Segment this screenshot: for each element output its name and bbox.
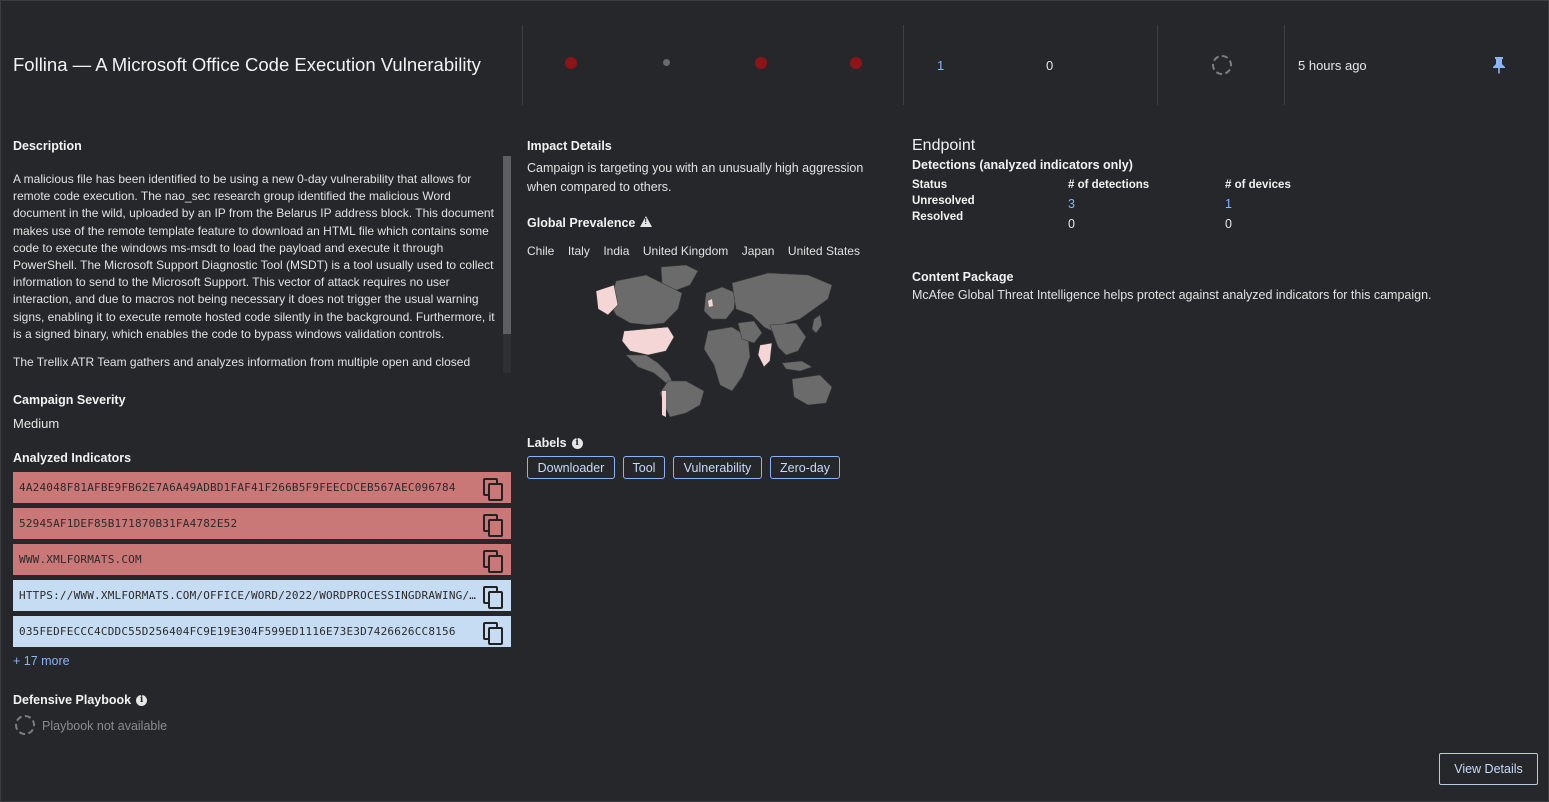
- header-divider: [903, 25, 904, 105]
- description-scrollbar-thumb[interactable]: [503, 156, 511, 334]
- info-icon[interactable]: i: [571, 438, 583, 449]
- label-tag[interactable]: Downloader: [527, 456, 615, 479]
- indicator-value: 035FEDFECCC4CDDC55D256404FC9E19E304F599E…: [19, 625, 456, 638]
- prevalence-heading: Global Prevalence: [527, 216, 653, 230]
- indicator-value: WWW.XMLFORMATS.COM: [19, 553, 142, 566]
- severity-dot-1: [565, 57, 577, 69]
- indicator-value: 52945AF1DEF85B171870B31FA4782E52: [19, 517, 238, 530]
- impact-heading: Impact Details: [527, 139, 612, 153]
- campaign-title: Follina — A Microsoft Office Code Execut…: [13, 54, 481, 75]
- description-paragraph: The Trellix ATR Team gathers and analyze…: [13, 355, 471, 370]
- severity-heading: Campaign Severity: [13, 393, 126, 407]
- dashed-circle-icon: [1212, 55, 1232, 75]
- copy-icon[interactable]: [481, 585, 503, 609]
- status-unresolved: Unresolved: [912, 195, 975, 207]
- indicator-row: HTTPS://WWW.XMLFORMATS.COM/OFFICE/WORD/2…: [13, 580, 511, 611]
- header-divider: [522, 25, 523, 105]
- col-detections: # of detections: [1068, 179, 1150, 191]
- severity-dot-3: [755, 57, 767, 69]
- description-paragraph: A malicious file has been identified to …: [13, 172, 495, 341]
- status-resolved: Resolved: [912, 211, 964, 223]
- description-text: A malicious file has been identified to …: [13, 171, 495, 371]
- copy-icon[interactable]: [481, 549, 503, 573]
- country-item: India: [603, 244, 630, 258]
- indicator-row: WWW.XMLFORMATS.COM: [13, 544, 511, 575]
- header-count-1[interactable]: 1: [937, 58, 945, 73]
- country-item: Japan: [741, 244, 775, 258]
- country-list: Chile Italy India United Kingdom Japan U…: [527, 244, 870, 258]
- content-package-text: McAfee Global Threat Intelligence helps …: [912, 288, 1432, 302]
- resolved-detections: 0: [1068, 217, 1075, 231]
- country-item: United Kingdom: [642, 244, 729, 258]
- header-divider: [1157, 25, 1158, 105]
- prevalence-heading-label: Global Prevalence: [527, 216, 636, 230]
- warning-icon: [640, 216, 653, 227]
- header-count-2: 0: [1046, 58, 1054, 73]
- severity-dot-2: [663, 59, 670, 66]
- country-item: Italy: [567, 244, 590, 258]
- impact-text: Campaign is targeting you with an unusua…: [527, 161, 864, 194]
- endpoint-heading: Endpoint: [912, 137, 976, 154]
- country-item: Chile: [527, 244, 555, 258]
- resolved-devices: 0: [1225, 217, 1232, 231]
- detections-subheading: Detections (analyzed indicators only): [912, 158, 1133, 172]
- playbook-heading: Defensive Playbook i: [13, 693, 148, 707]
- more-indicators-link[interactable]: + 17 more: [13, 654, 70, 668]
- last-updated: 5 hours ago: [1298, 58, 1367, 73]
- header-divider: [1284, 25, 1285, 105]
- label-tag[interactable]: Zero-day: [770, 456, 840, 479]
- labels-heading-label: Labels: [527, 436, 567, 450]
- label-tag[interactable]: Tool: [623, 456, 665, 479]
- severity-value: Medium: [13, 416, 60, 431]
- col-devices: # of devices: [1225, 179, 1291, 191]
- severity-dot-4: [850, 57, 862, 69]
- indicator-row: 035FEDFECCC4CDDC55D256404FC9E19E304F599E…: [13, 616, 511, 647]
- playbook-heading-label: Defensive Playbook: [13, 693, 132, 707]
- indicator-value: 4A24048F81AFBE9FB62E7A6A49ADBD1FAF41F266…: [19, 481, 456, 494]
- country-item: United States: [787, 244, 860, 258]
- pin-icon[interactable]: [1492, 56, 1506, 74]
- view-details-button[interactable]: View Details: [1439, 753, 1538, 785]
- labels-heading: Labels i: [527, 436, 583, 450]
- playbook-status: Playbook not available: [42, 719, 168, 733]
- unresolved-detections[interactable]: 3: [1068, 197, 1075, 211]
- indicator-row: 52945AF1DEF85B171870B31FA4782E52: [13, 508, 511, 539]
- copy-icon[interactable]: [481, 621, 503, 645]
- dashed-circle-icon: [15, 715, 35, 735]
- col-status: Status: [912, 179, 948, 191]
- indicator-row: 4A24048F81AFBE9FB62E7A6A49ADBD1FAF41F266…: [13, 472, 511, 503]
- label-tag[interactable]: Vulnerability: [673, 456, 762, 479]
- world-map[interactable]: [586, 263, 836, 419]
- unresolved-devices[interactable]: 1: [1225, 197, 1232, 211]
- indicators-heading: Analyzed Indicators: [13, 451, 132, 465]
- copy-icon[interactable]: [481, 513, 503, 537]
- indicator-value: HTTPS://WWW.XMLFORMATS.COM/OFFICE/WORD/2…: [19, 589, 481, 602]
- description-heading: Description: [13, 139, 82, 153]
- copy-icon[interactable]: [481, 477, 503, 501]
- content-package-heading: Content Package: [912, 270, 1014, 284]
- info-icon[interactable]: i: [136, 695, 148, 706]
